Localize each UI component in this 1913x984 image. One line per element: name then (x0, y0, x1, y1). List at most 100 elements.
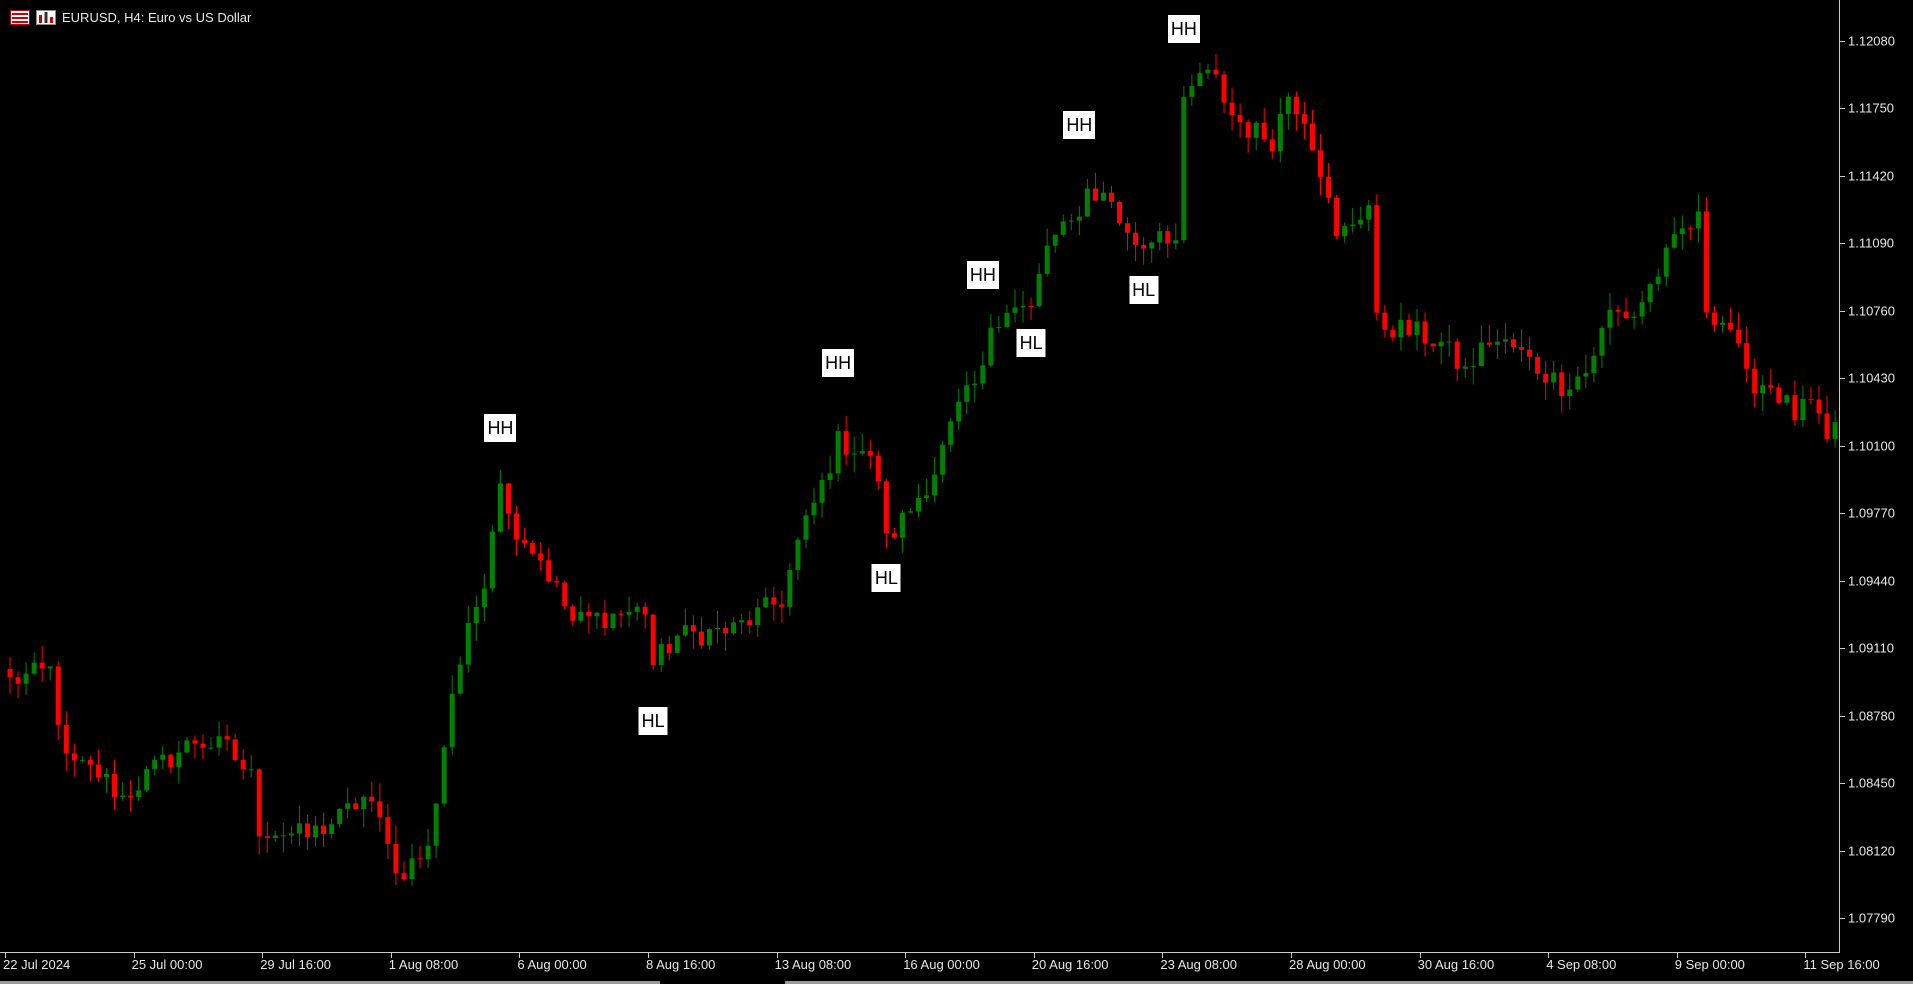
candle-body (1663, 247, 1669, 277)
bear-candle (530, 540, 536, 556)
candle-body (522, 539, 528, 544)
candle-body (956, 401, 962, 422)
bear-candle (1221, 71, 1227, 114)
candle-body (1350, 224, 1356, 227)
candle-body (1269, 139, 1275, 152)
bear-candle (554, 575, 560, 588)
bull-candle (1004, 304, 1010, 328)
higher-low-label: HL (1016, 328, 1046, 357)
candle-body (1599, 327, 1605, 356)
candle-body (264, 836, 270, 838)
candle-body (1583, 373, 1589, 377)
candle-body (1695, 211, 1701, 229)
candle-body (192, 740, 198, 744)
candle-body (1567, 389, 1573, 396)
bear-candle (369, 781, 375, 813)
bear-candle (1165, 225, 1171, 259)
candle-body (1189, 86, 1195, 97)
bull-candle (715, 611, 721, 644)
bear-candle (1374, 194, 1380, 321)
bull-candle (682, 608, 688, 638)
candle-body (650, 614, 656, 665)
bull-candle (811, 487, 817, 525)
bull-candle (425, 829, 431, 868)
bull-candle (361, 794, 367, 828)
bear-candle (264, 821, 270, 853)
candle-body (1301, 114, 1307, 124)
bull-candle (1655, 268, 1661, 291)
horizontal-scrollbar-left[interactable] (0, 981, 660, 984)
candle-body (1454, 341, 1460, 369)
candle-body (417, 858, 423, 860)
candle-body (1422, 321, 1428, 344)
candle-body (1752, 368, 1758, 394)
candle-body (361, 796, 367, 810)
candle-body (1165, 231, 1171, 244)
candle-body (7, 669, 13, 678)
candle-body (409, 858, 415, 880)
candle-body (586, 611, 592, 617)
candle-body (570, 606, 576, 621)
time-tick (5, 953, 6, 958)
candle-body (433, 803, 439, 846)
bear-candle (1615, 305, 1621, 327)
price-label: 1.09770 (1848, 505, 1895, 521)
bear-candle (883, 478, 889, 549)
bull-candle (337, 807, 343, 828)
bull-candle (634, 602, 640, 621)
candle-body (1326, 176, 1332, 198)
candle-body (1358, 219, 1364, 225)
candle-body (827, 473, 833, 480)
bear-candle (15, 671, 21, 699)
bull-candle (481, 573, 487, 622)
candle-body (184, 740, 190, 753)
candle-body (851, 453, 857, 455)
candle-body (924, 495, 930, 498)
bull-candle (739, 613, 745, 635)
candle-body (723, 627, 729, 634)
bear-candle (1792, 380, 1798, 426)
higher-high-label: HH (484, 414, 517, 442)
candle-body (546, 560, 552, 582)
chart-area[interactable] (0, 0, 1840, 953)
horizontal-scrollbar-right[interactable] (785, 981, 1913, 984)
candle-body (23, 673, 29, 684)
candle-body (1446, 341, 1452, 343)
bull-candle (1076, 206, 1082, 236)
time-label: 16 Aug 00:00 (903, 957, 980, 972)
chart-bars-icon[interactable] (36, 9, 56, 25)
bear-candle (87, 755, 93, 782)
candle-body (1117, 201, 1123, 224)
candle-body (1334, 197, 1340, 237)
candle-body (1261, 122, 1267, 140)
candle-body (15, 677, 21, 684)
time-tick (1805, 953, 1807, 958)
candle-body (128, 795, 134, 797)
candle-body (538, 553, 544, 561)
bull-candle (473, 595, 479, 642)
bull-candle (1052, 234, 1058, 253)
candle-body (787, 569, 793, 607)
candle-body (240, 760, 246, 770)
candle-body (176, 752, 182, 768)
candle-body (216, 736, 222, 748)
candle-body (232, 739, 238, 761)
bear-candle (1028, 297, 1034, 320)
candle-body (1494, 341, 1500, 345)
price-label: 1.11090 (1848, 235, 1895, 251)
candle-body (690, 625, 696, 632)
bull-candle (1583, 355, 1589, 389)
time-label: 8 Aug 16:00 (646, 957, 716, 972)
candles-menu-icon[interactable] (10, 9, 30, 25)
bull-candle (795, 537, 801, 580)
bear-candle (1535, 353, 1541, 381)
candle-body (224, 736, 230, 740)
price-tick (1840, 40, 1845, 42)
candle-body (1478, 342, 1484, 367)
candle-body (891, 533, 897, 538)
bull-candle (1149, 241, 1155, 263)
price-tick (1840, 310, 1845, 312)
bear-candle (891, 528, 897, 539)
bear-candle (63, 711, 69, 771)
bull-candle (441, 745, 447, 807)
